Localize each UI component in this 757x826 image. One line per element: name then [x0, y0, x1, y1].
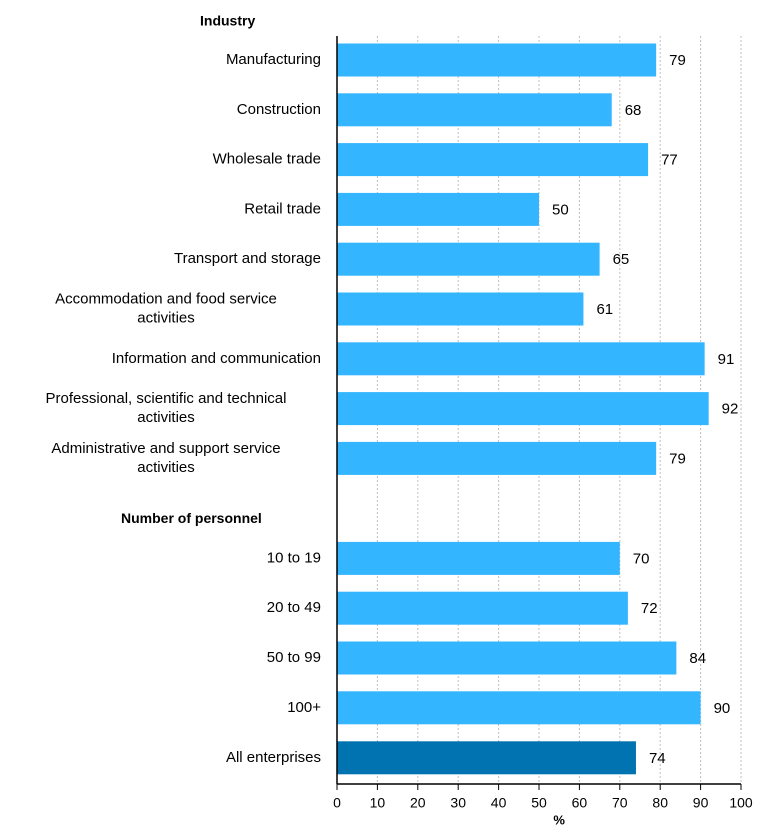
category-label: 100+	[287, 699, 321, 716]
category-label: Retail trade	[244, 200, 321, 217]
bar	[337, 342, 705, 376]
data-label: 65	[613, 251, 630, 268]
x-tick-label: 90	[693, 795, 709, 811]
bar	[337, 741, 636, 775]
x-tick-label: 30	[450, 795, 466, 811]
x-tick-label: 80	[652, 795, 668, 811]
data-label: 91	[718, 351, 735, 368]
category-label: Information and communication	[112, 350, 321, 367]
bar	[337, 242, 600, 276]
section-label: Industry	[200, 13, 255, 29]
bar	[337, 93, 612, 127]
bar	[337, 192, 539, 226]
category-label: Accommodation and food service activities	[55, 290, 277, 326]
category-label: All enterprises	[226, 749, 321, 766]
x-tick-label: 10	[370, 795, 386, 811]
category-label: Professional, scientific and technical ac…	[46, 390, 287, 426]
category-label: 10 to 19	[267, 549, 321, 566]
x-axis-label: %	[553, 812, 565, 826]
bar	[337, 441, 657, 475]
category-label: Construction	[237, 101, 321, 118]
category-labels: Manufacturing Construction Wholesale trade…	[46, 51, 322, 766]
category-label: Manufacturing	[226, 51, 321, 68]
data-label: 90	[714, 700, 731, 717]
x-tick-label: 100	[729, 795, 753, 811]
data-label: 74	[649, 750, 666, 767]
bar	[337, 641, 677, 675]
x-axis-ticks: 0 10 20 30 40 50 60 70 80 90 100	[333, 784, 753, 811]
bar	[337, 143, 649, 177]
category-label: 50 to 99	[267, 649, 321, 666]
category-label: Administrative and support service activi…	[51, 440, 280, 476]
x-tick-label: 40	[491, 795, 507, 811]
x-tick-label: 60	[572, 795, 588, 811]
x-tick-label: 70	[612, 795, 628, 811]
x-tick-label: 0	[333, 795, 341, 811]
bar	[337, 691, 701, 725]
bar	[337, 292, 584, 326]
bar	[337, 541, 620, 575]
data-label: 79	[669, 52, 686, 69]
data-label: 68	[625, 102, 642, 119]
data-label: 77	[661, 152, 678, 169]
bars	[337, 43, 709, 775]
bar	[337, 392, 709, 426]
bar	[337, 591, 628, 625]
data-label: 92	[722, 401, 739, 418]
value-labels: 79 68 77 50 65 61 91 92 79 70 72 84 90 74	[552, 52, 738, 767]
x-tick-label: 20	[410, 795, 426, 811]
data-label: 72	[641, 600, 658, 617]
data-label: 84	[689, 650, 706, 667]
data-label: 70	[633, 550, 650, 567]
section-labels: Industry Number of personnel	[121, 13, 262, 526]
x-tick-label: 50	[531, 795, 547, 811]
data-label: 79	[669, 450, 686, 467]
category-label: Wholesale trade	[213, 151, 321, 168]
data-label: 61	[596, 301, 613, 318]
section-label: Number of personnel	[121, 510, 262, 526]
category-label: Transport and storage	[174, 250, 321, 267]
data-label: 50	[552, 201, 569, 218]
bar	[337, 43, 657, 77]
category-label: 20 to 49	[267, 599, 321, 616]
